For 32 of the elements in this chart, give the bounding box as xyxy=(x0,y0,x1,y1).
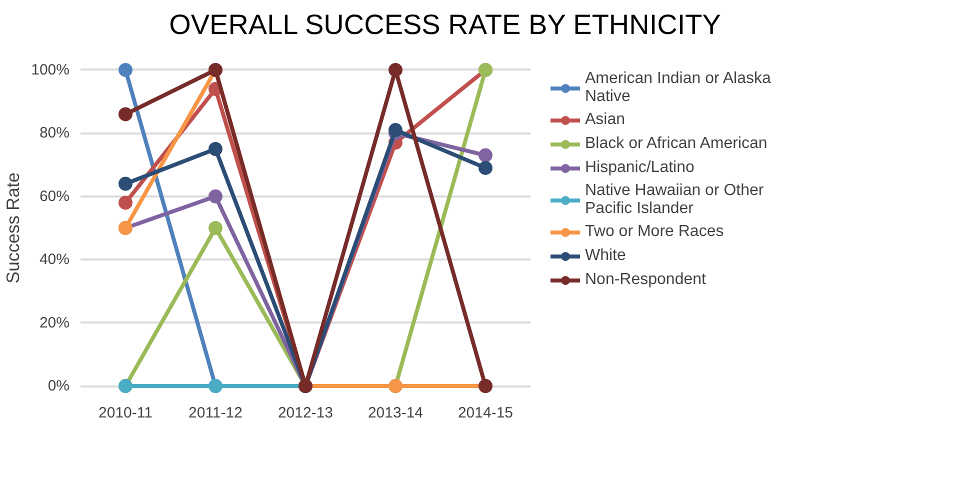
y-tick-label: 40% xyxy=(39,251,70,268)
point xyxy=(208,189,222,204)
legend-label: Non-Respondent xyxy=(585,271,706,289)
y-axis-title: Success Rate xyxy=(3,172,24,284)
y-tick-label: 0% xyxy=(48,378,70,395)
legend-label: Two or More Races xyxy=(585,223,724,241)
legend-label: American Indian or Alaska Native xyxy=(585,70,771,106)
chart-title: OVERALL SUCCESS RATE BY ETHNICITY xyxy=(169,8,721,42)
legend-label: Native Hawaiian or Other Pacific Islander xyxy=(585,182,764,218)
legend-label: Black or African American xyxy=(585,135,768,153)
y-tick-label: 20% xyxy=(39,314,70,332)
point xyxy=(388,123,402,138)
point xyxy=(478,148,492,162)
x-tick-label: 2012-13 xyxy=(278,404,334,422)
x-tick-label: 2014-15 xyxy=(458,404,514,422)
point xyxy=(208,221,222,235)
x-tick-label: 2013-14 xyxy=(368,404,424,422)
x-tick-label: 2010-11 xyxy=(98,404,152,422)
point xyxy=(478,160,492,175)
point xyxy=(118,107,132,122)
point xyxy=(388,62,402,77)
legend-label: Asian xyxy=(585,111,626,129)
y-tick-label: 60% xyxy=(39,188,70,205)
point xyxy=(118,176,132,191)
legend-label: Hispanic/Latino xyxy=(585,159,694,177)
y-tick-label: 80% xyxy=(39,124,70,142)
y-tick-label: 100% xyxy=(31,61,70,78)
point xyxy=(118,62,132,77)
point xyxy=(118,196,132,210)
legend-label: White xyxy=(585,247,626,265)
x-tick-label: 2011-12 xyxy=(188,404,242,422)
point xyxy=(208,142,222,156)
